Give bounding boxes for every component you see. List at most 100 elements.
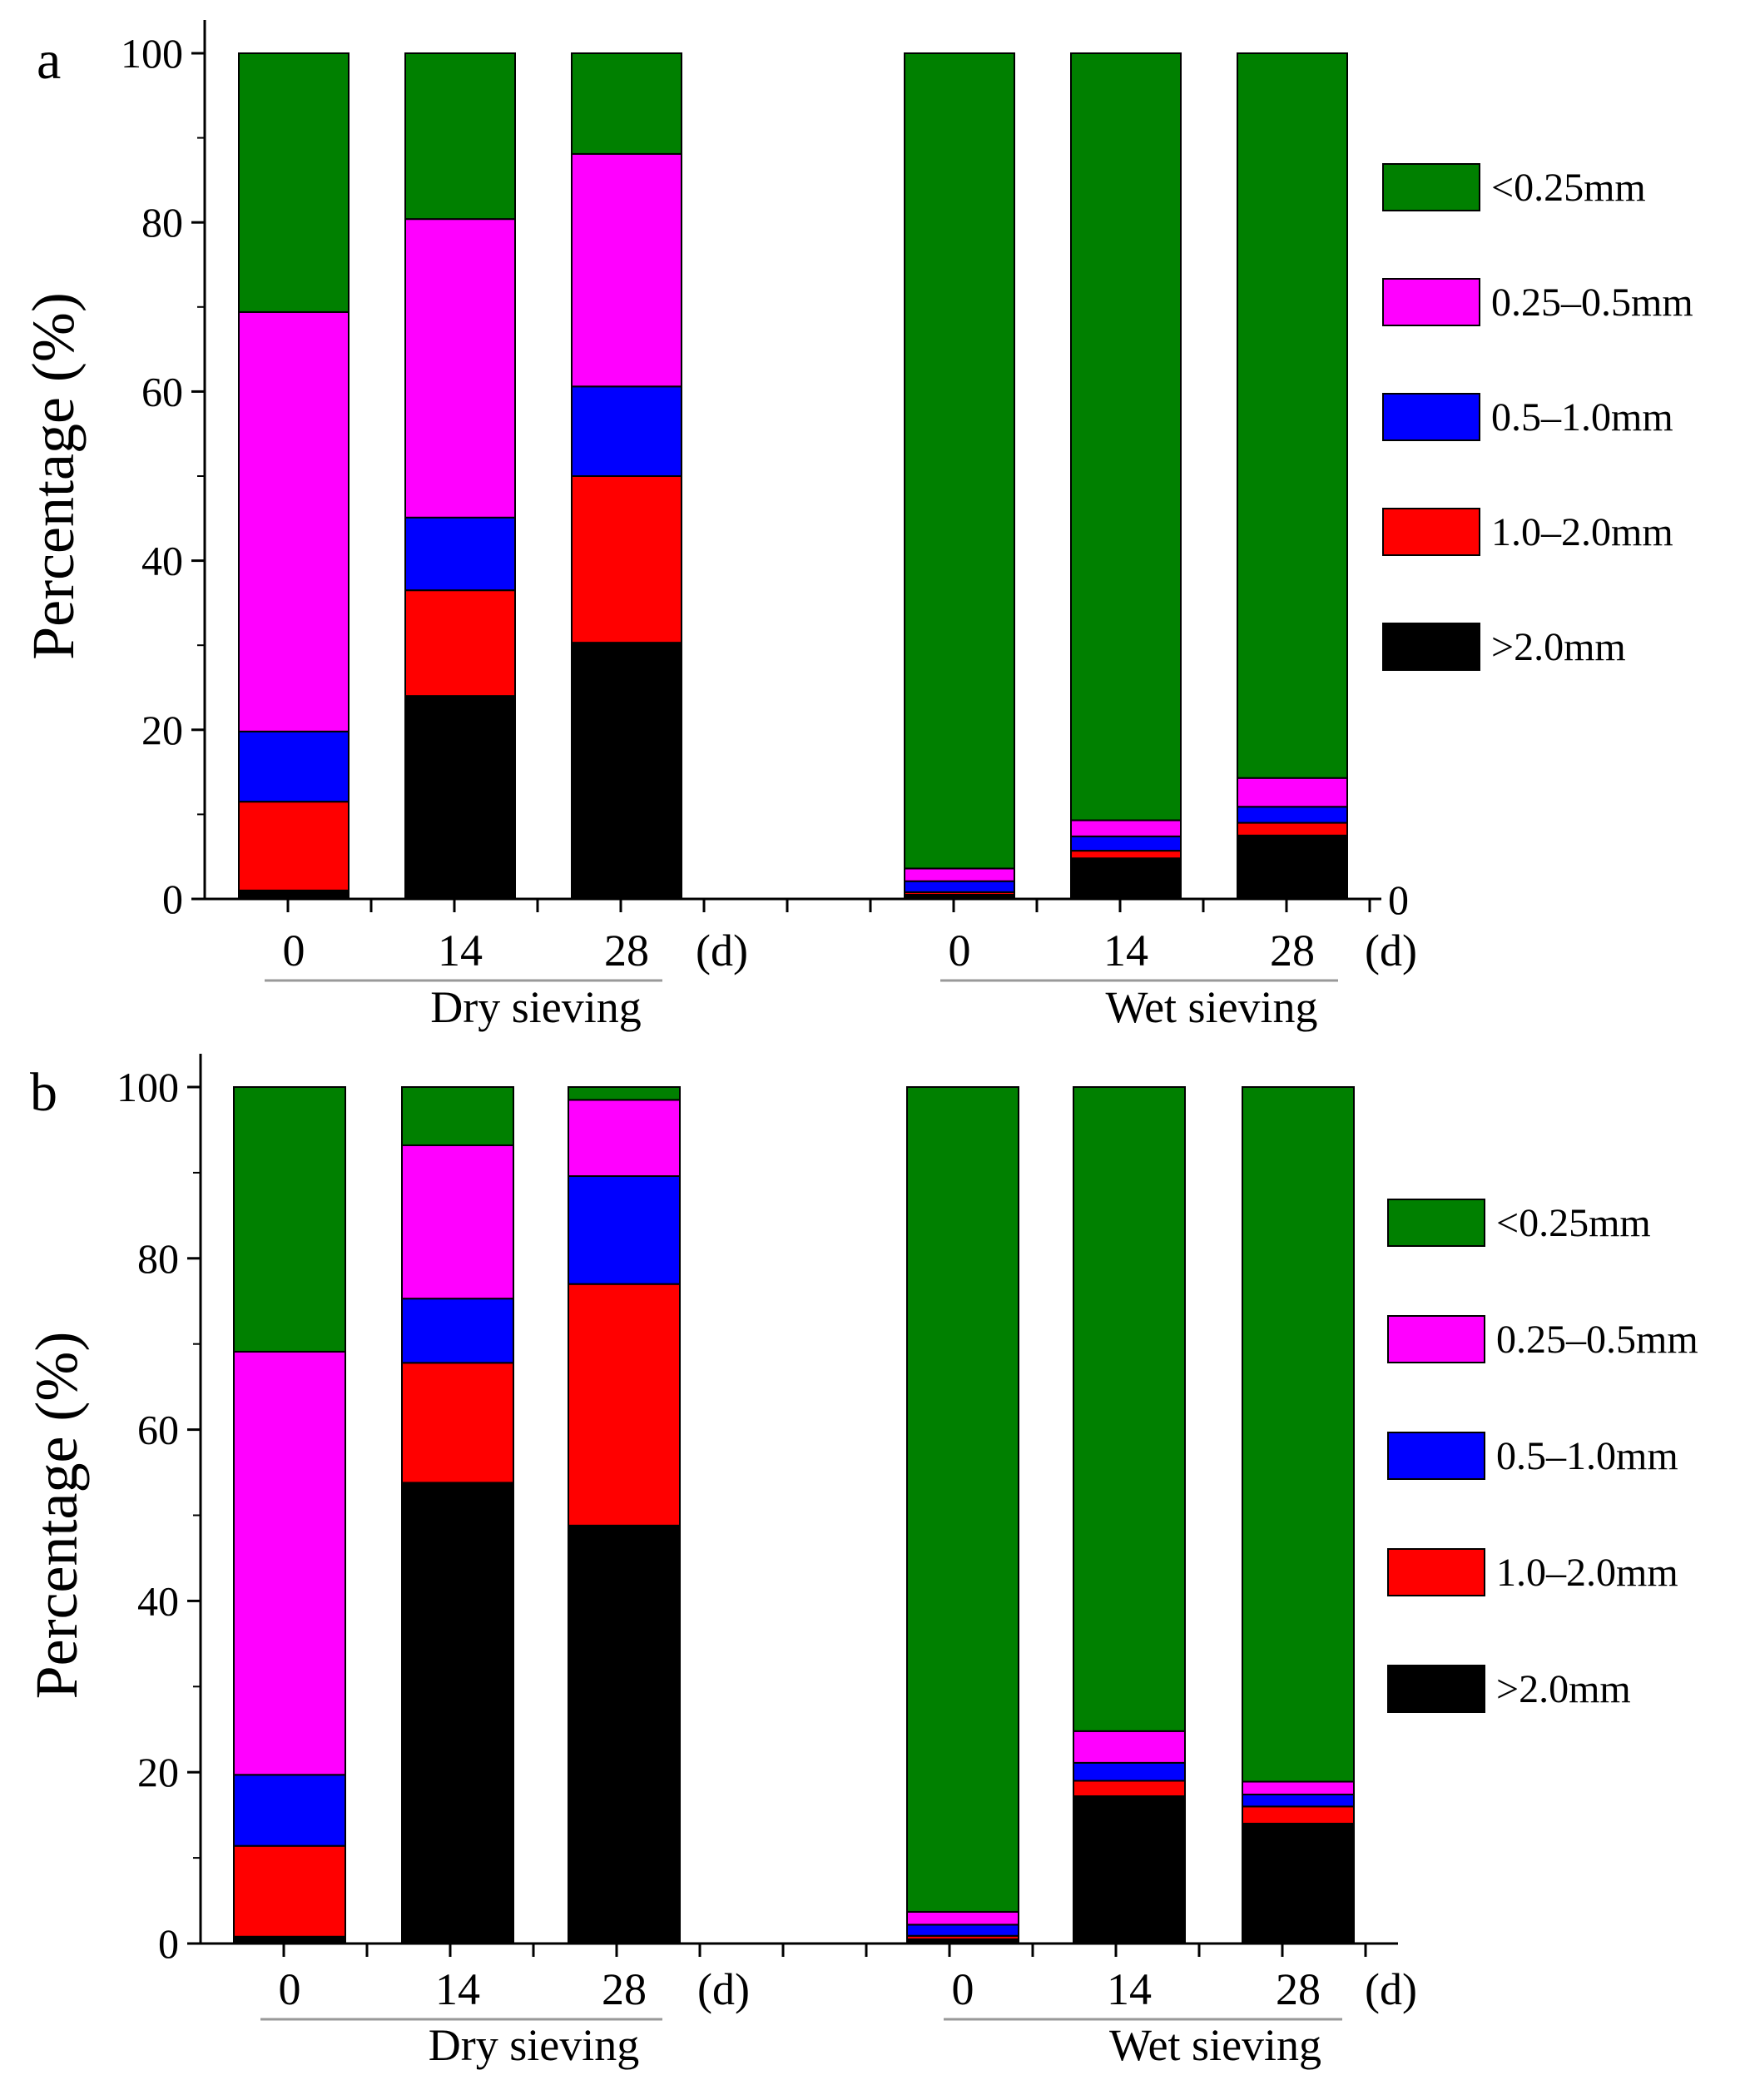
bar-segment (238, 801, 350, 891)
x-category-label: 14 (1107, 1964, 1152, 2014)
bar-segment (568, 1283, 681, 1527)
bar-segment (1237, 834, 1348, 900)
y-tick-label: 100 (117, 1064, 179, 1110)
y-tick-label: 60 (141, 368, 183, 415)
y-tick-label: 80 (141, 199, 183, 246)
right-zero-label: 0 (1388, 876, 1409, 923)
bar-segment (906, 1910, 1019, 1926)
legend-swatch (1382, 393, 1480, 441)
legend-swatch (1387, 1432, 1485, 1480)
y-tick-label: 20 (137, 1749, 179, 1795)
y-axis-label: Percentage (%) (20, 292, 87, 660)
bar-segment (1070, 850, 1182, 860)
legend-swatch (1387, 1199, 1485, 1247)
bar-segment (1242, 1086, 1355, 1783)
bar-segment (1073, 1795, 1186, 1944)
legend-swatch (1382, 163, 1480, 211)
bar-segment (238, 310, 350, 732)
bar-segment (1237, 777, 1348, 808)
bar-segment (1070, 857, 1182, 901)
y-tick-label: 80 (137, 1235, 179, 1282)
bar-segment (404, 589, 516, 698)
bar-segment (401, 1144, 514, 1300)
bar-segment (233, 1350, 346, 1776)
group-label: Wet sieving (1105, 982, 1317, 1032)
group-label: Dry sieving (430, 982, 641, 1032)
group-label: Dry sieving (429, 2020, 639, 2070)
x-category-label: 28 (1270, 926, 1315, 976)
bar-segment (238, 52, 350, 313)
x-category-label: 28 (602, 1964, 647, 2014)
x-category-label: 0 (952, 1964, 974, 2014)
bar-segment (1242, 1822, 1355, 1944)
y-axis-label: Percentage (%) (23, 1332, 90, 1700)
x-category-label: 0 (279, 1964, 301, 2014)
bar-segment (1237, 806, 1348, 824)
legend-label: 0.25–0.5mm (1491, 280, 1693, 325)
x-unit-label: (d) (697, 1964, 750, 2014)
y-tick-label: 60 (137, 1407, 179, 1453)
y-tick-label: 20 (141, 707, 183, 753)
bar-segment (404, 52, 516, 221)
bar-segment (571, 642, 682, 900)
legend-label: 0.5–1.0mm (1496, 1434, 1678, 1478)
bar-segment (1073, 1780, 1186, 1798)
bar-segment (904, 880, 1015, 893)
bar-segment (401, 1482, 514, 1944)
legend-label: 0.5–1.0mm (1491, 395, 1673, 439)
bar-segment (571, 475, 682, 644)
legend-swatch (1382, 623, 1480, 671)
x-category-label: 14 (1103, 926, 1148, 976)
bar-segment (1237, 822, 1348, 837)
legend-swatch (1387, 1548, 1485, 1596)
y-tick-label: 0 (158, 1920, 179, 1967)
legend-swatch (1387, 1665, 1485, 1713)
legend-label: 1.0–2.0mm (1491, 510, 1673, 554)
bar-segment (238, 730, 350, 803)
x-category-label: 14 (438, 926, 483, 976)
bar-segment (906, 1086, 1019, 1913)
bar-segment (404, 516, 516, 592)
chart-panel-b: 0 20 40 60 80 100 0 14 28 (d) Dry sieving 0 14 28 (d) W… (23, 1054, 1698, 2070)
bar-segment (233, 1086, 346, 1353)
bar-segment (404, 218, 516, 519)
legend-label: >2.0mm (1496, 1667, 1631, 1711)
bar-segment (568, 1099, 681, 1178)
legend-label: <0.25mm (1496, 1201, 1651, 1245)
legend-swatch (1387, 1315, 1485, 1363)
legend-swatch (1382, 508, 1480, 556)
bar-segment (401, 1362, 514, 1484)
bar-segment (904, 867, 1015, 882)
bar-segment (1242, 1780, 1355, 1795)
bar-segment (571, 385, 682, 477)
y-tick-label: 100 (121, 30, 183, 77)
bar-segment (1242, 1793, 1355, 1808)
bar-segment (233, 1844, 346, 1938)
panel-letter: b (30, 1062, 57, 1123)
bar-segment (1237, 52, 1348, 779)
bar-segment (1073, 1086, 1186, 1732)
y-tick-label: 40 (137, 1577, 179, 1624)
panel-letter: a (37, 30, 61, 91)
bar-segment (568, 1524, 681, 1945)
bar-segment (401, 1086, 514, 1146)
x-category-label: 0 (949, 926, 971, 976)
bar-segment (238, 889, 350, 900)
x-unit-label: (d) (696, 926, 748, 976)
y-tick-label: 40 (141, 538, 183, 584)
chart-panel-a: 0 20 40 60 80 100 0 14 28 (d) Dry sieving 0 14 28 (d) W… (20, 20, 1693, 1032)
x-category-label: 0 (283, 926, 305, 976)
x-unit-label: (d) (1365, 1964, 1417, 2014)
x-unit-label: (d) (1365, 926, 1417, 976)
bar-segment (906, 1924, 1019, 1937)
bar-segment (1070, 819, 1182, 837)
legend-label: 0.25–0.5mm (1496, 1318, 1698, 1362)
legend-label: >2.0mm (1491, 625, 1626, 669)
legend-label: 1.0–2.0mm (1496, 1551, 1678, 1595)
bar-segment (904, 52, 1015, 870)
y-tick-label: 0 (162, 876, 183, 922)
bar-segment (233, 1774, 346, 1847)
legend-swatch (1382, 278, 1480, 326)
bar-segment (1070, 835, 1182, 852)
